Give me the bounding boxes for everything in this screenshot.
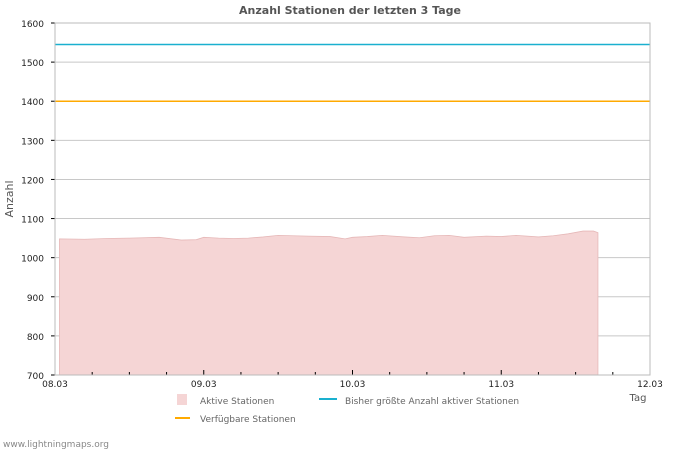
- x-tick-label: 12.03: [637, 380, 663, 390]
- legend-swatch-active: [177, 394, 187, 405]
- y-axis-label: Anzahl: [3, 180, 16, 217]
- chart-title: Anzahl Stationen der letzten 3 Tage: [239, 4, 461, 17]
- x-tick-label: 11.03: [488, 380, 514, 390]
- legend-label-available: Verfügbare Stationen: [200, 415, 296, 425]
- y-tick-label: 1100: [21, 216, 44, 226]
- y-tick-label: 1400: [21, 98, 44, 108]
- y-tick-label: 1300: [21, 137, 44, 147]
- y-tick-label: 1500: [21, 59, 44, 69]
- y-tick-label: 1200: [21, 176, 44, 186]
- y-tick-label: 1000: [21, 255, 44, 265]
- y-tick-label: 1600: [21, 20, 44, 30]
- x-axis-label: Tag: [629, 393, 647, 404]
- x-tick-label: 08.03: [42, 380, 68, 390]
- active-stations-area: [59, 230, 599, 376]
- legend-label-active: Aktive Stationen: [200, 397, 274, 407]
- y-tick-label: 900: [27, 294, 44, 304]
- x-tick-label: 10.03: [340, 380, 366, 390]
- y-tick-label: 800: [27, 333, 44, 343]
- footer-site-link[interactable]: www.lightningmaps.org: [3, 440, 109, 450]
- x-tick-label: 09.03: [191, 380, 217, 390]
- legend-label-max: Bisher größte Anzahl aktiver Stationen: [345, 397, 519, 407]
- y-tick-label: 700: [27, 372, 44, 382]
- plot-frame: [54, 22, 651, 376]
